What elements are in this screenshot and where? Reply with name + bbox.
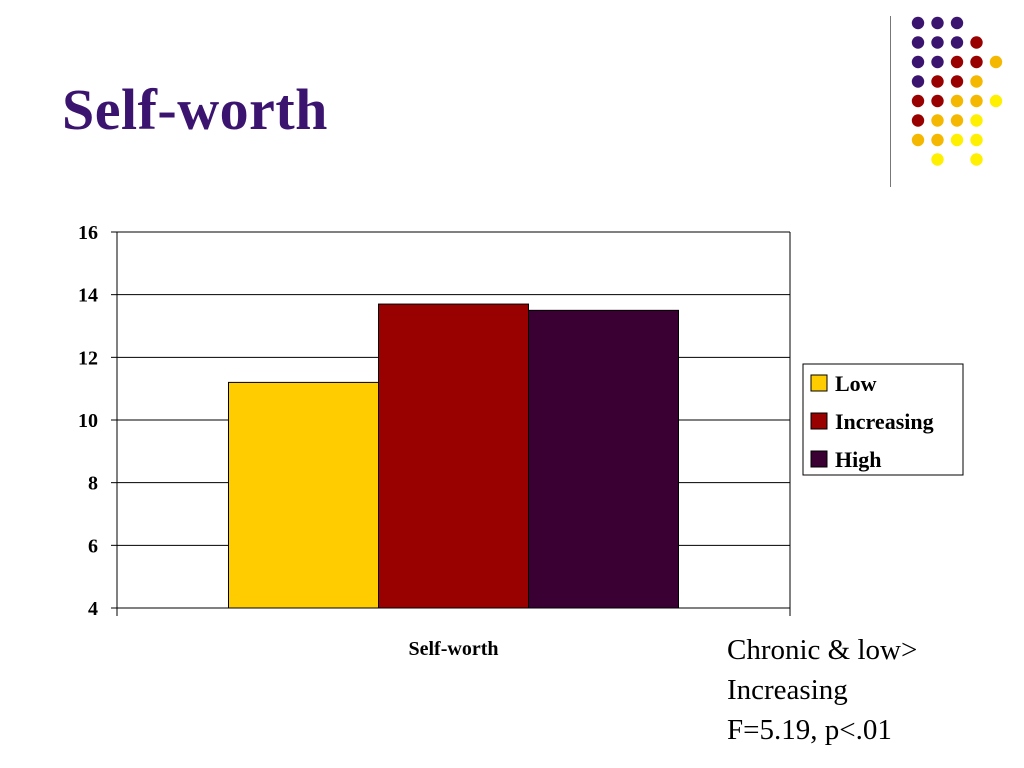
legend-swatch <box>810 374 828 392</box>
decorative-dot <box>911 94 925 108</box>
bar-low <box>228 381 379 609</box>
legend-label: High <box>835 447 881 472</box>
legend-swatch <box>810 450 828 468</box>
bar-high <box>528 309 679 609</box>
decorative-dot <box>970 55 983 69</box>
decorative-dot <box>911 133 925 147</box>
decorative-dot <box>950 133 964 147</box>
stats-note: Chronic & low> Increasing F=5.19, p<.01 <box>727 630 917 750</box>
stats-note-line: Increasing <box>727 674 848 706</box>
slide-title: Self-worth <box>62 77 328 142</box>
legend: Low Increasing High <box>802 363 964 476</box>
decorative-dot <box>911 55 925 69</box>
decorative-dot <box>931 36 944 49</box>
bar-increasing <box>378 303 529 609</box>
decorative-dot-pattern <box>911 16 1003 166</box>
stats-note-line: F=5.19, p<.01 <box>727 714 892 746</box>
decorative-dot <box>931 114 944 127</box>
decorative-dot <box>931 75 944 88</box>
bar-chart: 4 6 8 10 12 14 16 Self-worth Low Increasing High <box>78 222 964 660</box>
y-tick-label: 6 <box>88 535 98 557</box>
decorative-dot <box>931 133 944 147</box>
decorative-dot <box>931 153 944 166</box>
decorative-dot <box>950 36 964 49</box>
legend-box <box>802 363 964 476</box>
decorative-dot <box>911 75 925 88</box>
decorative-dot <box>911 16 925 30</box>
decorative-dot <box>911 36 925 49</box>
y-tick-label: 14 <box>78 285 98 307</box>
y-tick-label: 12 <box>78 347 98 369</box>
legend-label: Increasing <box>835 409 934 434</box>
y-tick-label: 4 <box>88 598 98 620</box>
decorative-dot <box>911 114 925 127</box>
title-divider <box>890 16 891 187</box>
decorative-dot <box>970 36 983 49</box>
decorative-dot <box>931 16 944 30</box>
decorative-dot <box>970 114 983 127</box>
legend-swatch <box>810 412 828 430</box>
decorative-dot <box>970 133 983 147</box>
y-tick-label: 8 <box>88 473 98 495</box>
decorative-dot <box>970 94 983 108</box>
decorative-dot <box>950 55 964 69</box>
stats-note-line: Chronic & low> <box>727 634 918 666</box>
decorative-dot <box>970 75 983 88</box>
decorative-dot <box>931 55 944 69</box>
legend-label: Low <box>835 371 877 396</box>
decorative-dot <box>931 94 944 108</box>
y-tick-label: 16 <box>78 222 98 244</box>
decorative-dot <box>950 94 964 108</box>
x-category-label: Self-worth <box>409 638 499 660</box>
decorative-dot <box>950 114 964 127</box>
decorative-dot <box>970 153 983 166</box>
y-tick-label: 10 <box>78 410 98 432</box>
decorative-dot <box>989 94 1003 108</box>
decorative-dot <box>950 16 964 30</box>
decorative-dot <box>950 75 964 88</box>
decorative-dot <box>989 55 1003 69</box>
